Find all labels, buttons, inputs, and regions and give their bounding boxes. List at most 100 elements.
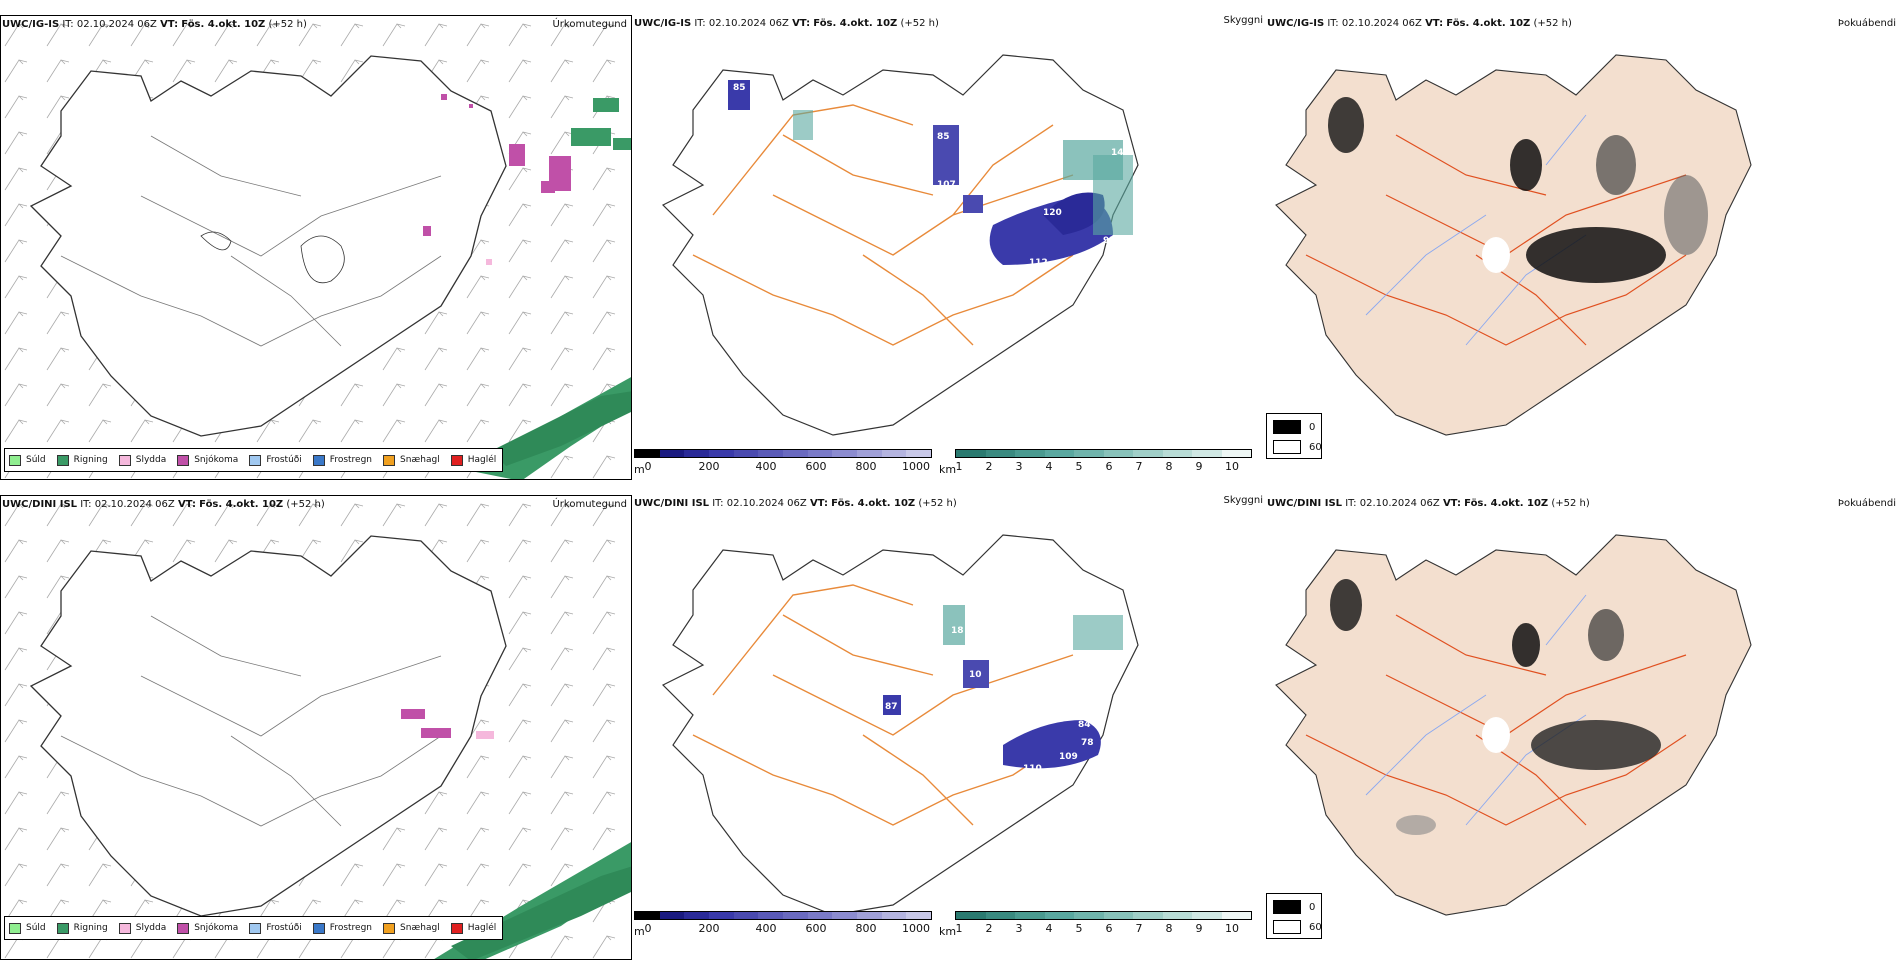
height-unit: m	[634, 925, 645, 938]
panel-header: UWC/DINI ISL IT: 02.10.2024 06Z VT: Fös.…	[1267, 498, 1590, 509]
legend-item: Snæhagl	[383, 922, 440, 934]
it-label: IT:	[80, 499, 92, 510]
lead-time: (+52 h)	[268, 19, 307, 30]
precip-type-panel: UWC/DINI ISL IT: 02.10.2024 06Z VT: Fös.…	[0, 495, 632, 960]
cloudbase-unit: km	[939, 463, 957, 476]
fog-areas	[1328, 97, 1708, 283]
panel-header: UWC/DINI ISL IT: 02.10.2024 06Z VT: Fös.…	[2, 499, 325, 510]
panel-header: UWC/IG-IS IT: 02.10.2024 06Z VT: Fös. 4.…	[1267, 18, 1572, 29]
svg-text:110: 110	[1023, 764, 1042, 774]
it-value: 02.10.2024 06Z	[76, 19, 157, 30]
panel-title: Úrkomutegund	[552, 19, 627, 30]
precip-legend: Súld Rigning Slydda Snjókoma Frostúði Fr…	[4, 448, 504, 472]
vt-value: Fös. 4.okt. 10Z	[1464, 498, 1549, 509]
vt-label: VT:	[809, 498, 828, 509]
snow-patches	[423, 94, 571, 265]
model-name: UWC/IG-IS	[2, 19, 60, 30]
fog-map	[1275, 54, 1752, 436]
roads	[692, 584, 1074, 826]
glacier-outline	[200, 231, 345, 284]
cloudbase-scale: 1 2 3 4 5 6 7 8 9 10	[955, 449, 1252, 475]
vt-label: VT:	[792, 18, 811, 29]
legend-item: Snæhagl	[383, 454, 440, 466]
it-label: IT:	[712, 498, 724, 509]
precip-type-panel: UWC/IG-IS IT: 02.10.2024 06Z VT: Fös. 4.…	[0, 15, 632, 480]
vt-value: Fös. 4.okt. 10Z	[1446, 18, 1531, 29]
visibility-panel: 90 87 18 10 84 78 109 110 UWC/DINI ISL I…	[633, 495, 1263, 960]
iceland-land	[1275, 534, 1752, 916]
svg-text:112: 112	[1029, 258, 1048, 268]
panel-title: Úrkomutegund	[552, 499, 627, 510]
legend-item: Snjókoma	[177, 922, 238, 934]
height-scale: 0 200 400 600 800 1000	[634, 911, 932, 937]
panel-header: UWC/IG-IS IT: 02.10.2024 06Z VT: Fös. 4.…	[634, 18, 939, 29]
visibility-labels: 85 68 85 107 120 112 109 90 129 72 93 10…	[725, 83, 1168, 300]
svg-text:120: 120	[1043, 208, 1062, 218]
vt-value: Fös. 4.okt. 10Z	[831, 498, 916, 509]
panel-title: Þokuábendi	[1837, 498, 1896, 509]
svg-text:78: 78	[1081, 738, 1094, 748]
svg-text:68: 68	[725, 126, 738, 136]
height-unit: m	[634, 463, 645, 476]
fog-areas	[1330, 579, 1661, 835]
it-value: 02.10.2024 06Z	[726, 498, 807, 509]
svg-text:85: 85	[937, 132, 950, 142]
legend-item: Haglél	[450, 922, 496, 934]
vt-label: VT:	[160, 19, 179, 30]
svg-text:15: 15	[1155, 173, 1168, 183]
vt-label: VT:	[177, 499, 196, 510]
roads	[60, 135, 442, 347]
svg-text:18: 18	[951, 626, 964, 636]
vt-value: Fös. 4.okt. 10Z	[813, 18, 898, 29]
legend-item: Rigning	[56, 454, 108, 466]
visibility-map: 85 68 85 107 120 112 109 90 129 72 93 10…	[661, 54, 1168, 436]
it-label: IT:	[62, 19, 74, 30]
svg-text:93: 93	[1103, 236, 1116, 246]
legend-item: Frostregn	[312, 922, 372, 934]
svg-text:10: 10	[969, 670, 982, 680]
svg-text:87: 87	[885, 702, 898, 712]
legend-item: Súld	[9, 454, 46, 466]
svg-text:107: 107	[937, 180, 956, 190]
panel-header: UWC/DINI ISL IT: 02.10.2024 06Z VT: Fös.…	[634, 498, 957, 509]
svg-text:72: 72	[1103, 258, 1116, 268]
precip-type-map	[1, 496, 631, 959]
snow-patches	[401, 709, 494, 739]
vt-value: Fös. 4.okt. 10Z	[181, 19, 266, 30]
model-name: UWC/IG-IS	[634, 18, 692, 29]
lead-time: (+52 h)	[286, 499, 325, 510]
visibility-panel: 85 68 85 107 120 112 109 90 129 72 93 10…	[633, 15, 1263, 480]
visibility-low-areas	[883, 605, 1123, 769]
legend-item: Frostregn	[312, 454, 372, 466]
rain-patches	[471, 98, 631, 479]
iceland-outline	[661, 534, 1139, 916]
vt-label: VT:	[1442, 498, 1461, 509]
svg-text:90: 90	[741, 560, 754, 570]
legend-item: Frostúði	[249, 922, 302, 934]
cloudbase-scale: 1 2 3 4 5 6 7 8 9 10	[955, 911, 1252, 937]
svg-text:10: 10	[963, 238, 976, 248]
svg-text:140: 140	[1111, 148, 1130, 158]
it-label: IT:	[1327, 18, 1339, 29]
height-scale: 0 200 400 600 800 1000	[634, 449, 932, 475]
it-value: 02.10.2024 06Z	[1359, 498, 1440, 509]
visibility-labels: 90 87 18 10 84 78 109 110	[741, 560, 1094, 774]
legend-item: Slydda	[118, 454, 166, 466]
iceland-outline	[661, 54, 1139, 436]
model-name: UWC/DINI ISL	[634, 498, 710, 509]
panel-header: UWC/IG-IS IT: 02.10.2024 06Z VT: Fös. 4.…	[2, 19, 307, 30]
precip-type-map	[1, 16, 631, 479]
visibility-low-areas	[728, 80, 1133, 265]
roads	[692, 104, 1074, 346]
fog-key: 0 60	[1266, 893, 1322, 939]
iceland-outline	[29, 535, 507, 917]
legend-item: Súld	[9, 922, 46, 934]
legend-item: Rigning	[56, 922, 108, 934]
it-value: 02.10.2024 06Z	[1341, 18, 1422, 29]
model-name: UWC/DINI ISL	[1267, 498, 1343, 509]
fog-key: 0 60	[1266, 413, 1322, 459]
svg-text:109: 109	[1009, 270, 1028, 280]
it-label: IT:	[1345, 498, 1357, 509]
legend-item: Slydda	[118, 922, 166, 934]
it-value: 02.10.2024 06Z	[94, 499, 175, 510]
